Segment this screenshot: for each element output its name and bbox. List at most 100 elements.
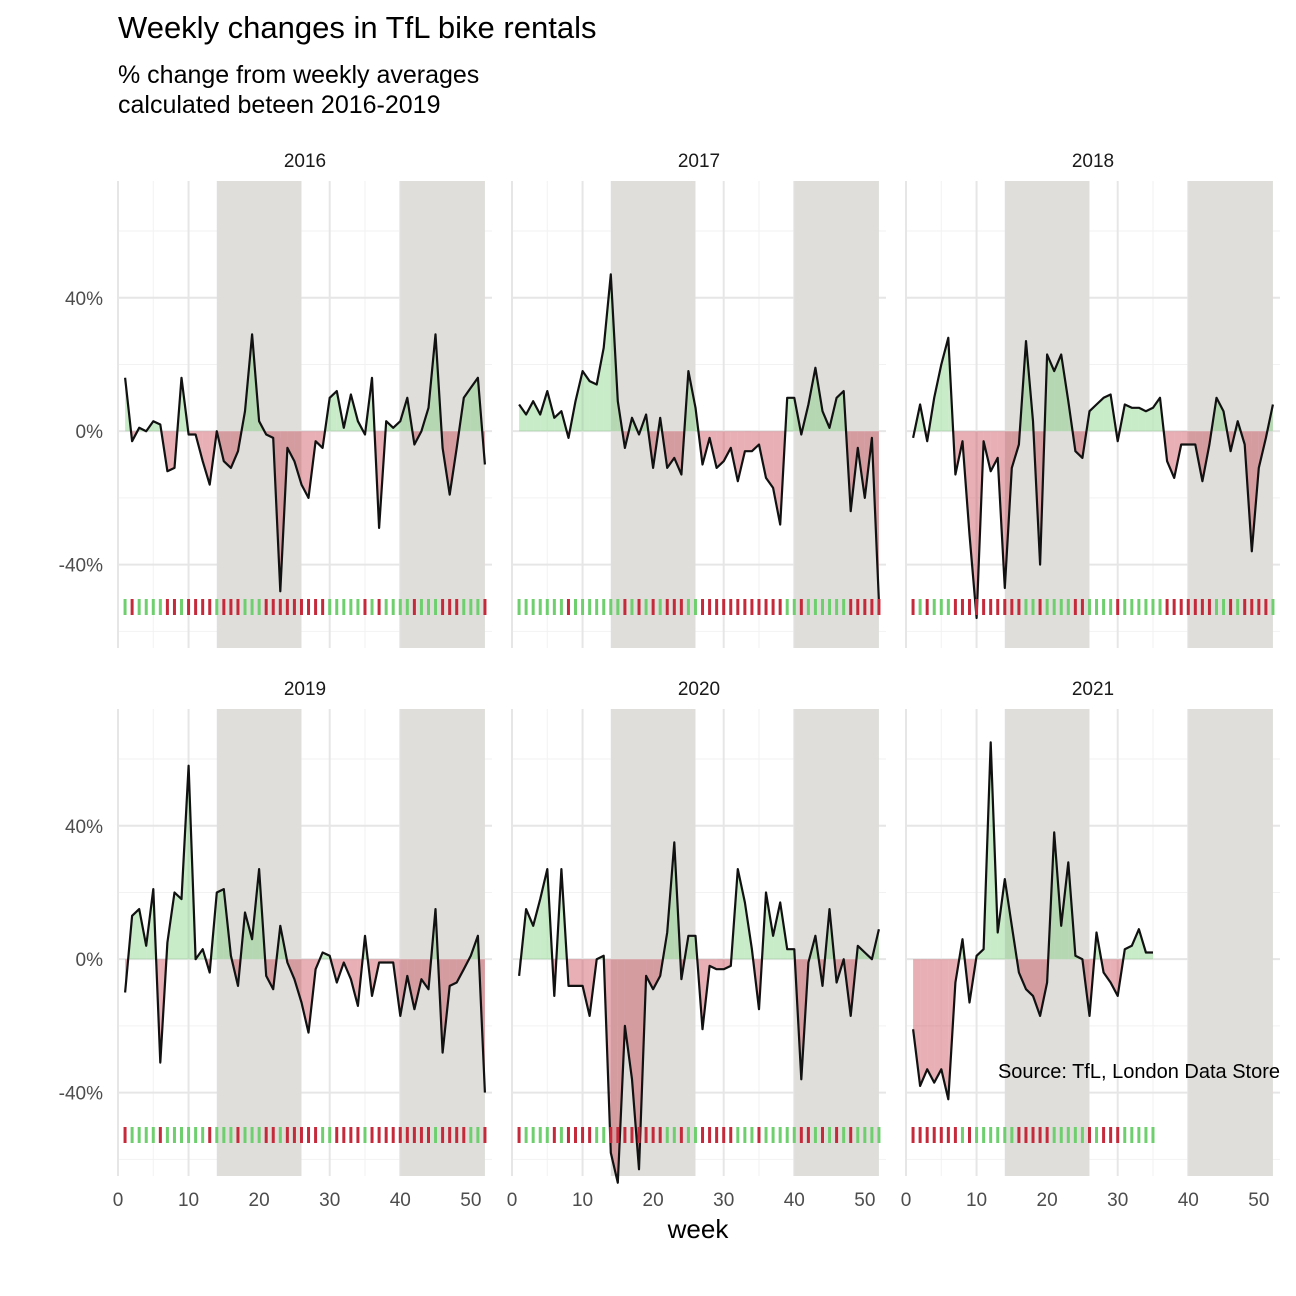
area-negative bbox=[716, 959, 724, 970]
x-tick-label: 10 bbox=[572, 1190, 593, 1211]
source-caption: Source: TfL, London Data Store bbox=[997, 1061, 1280, 1083]
y-tick-label: 0% bbox=[76, 422, 104, 443]
area-positive bbox=[1054, 354, 1062, 432]
area-negative bbox=[287, 431, 295, 462]
area-positive bbox=[737, 869, 745, 960]
series-line-2018 bbox=[912, 336, 1274, 620]
x-tick-label: 0 bbox=[113, 1190, 124, 1211]
area-negative bbox=[766, 431, 774, 488]
area-positive bbox=[589, 381, 597, 432]
shaded-band bbox=[794, 181, 879, 648]
shaded-band bbox=[400, 709, 485, 1176]
shaded-band bbox=[1004, 709, 1090, 1176]
area-negative bbox=[582, 959, 590, 1016]
x-tick-label: 30 bbox=[319, 1190, 340, 1211]
y-tick-label: -40% bbox=[59, 556, 103, 577]
area-negative bbox=[969, 431, 977, 618]
area-negative bbox=[456, 959, 464, 983]
area-negative bbox=[266, 959, 274, 990]
shaded-band bbox=[400, 181, 485, 648]
area-positive bbox=[216, 889, 224, 960]
area-positive bbox=[857, 945, 865, 960]
area-positive bbox=[533, 899, 541, 960]
area-positive bbox=[1096, 397, 1104, 432]
area-positive bbox=[245, 912, 253, 960]
area-negative bbox=[301, 959, 309, 1033]
area-positive bbox=[463, 387, 471, 432]
area-negative bbox=[674, 431, 682, 475]
area-negative bbox=[294, 959, 302, 1003]
area-positive bbox=[787, 397, 795, 432]
area-positive bbox=[533, 401, 541, 432]
area-positive bbox=[526, 401, 534, 432]
area-positive bbox=[519, 404, 527, 432]
subtitle-line-2: calculated beteen 2016-2019 bbox=[118, 91, 441, 119]
area-negative bbox=[1018, 959, 1026, 990]
area-negative bbox=[913, 959, 921, 1086]
x-tick-label: 50 bbox=[1248, 1190, 1269, 1211]
area-negative bbox=[927, 959, 935, 1083]
area-positive bbox=[1138, 407, 1146, 432]
x-tick-label: 20 bbox=[1037, 1190, 1058, 1211]
shaded-band bbox=[610, 181, 696, 648]
chart-title: Weekly changes in TfL bike rentals bbox=[118, 10, 597, 45]
area-negative bbox=[350, 959, 358, 1006]
area-negative bbox=[414, 959, 422, 1010]
area-negative bbox=[773, 431, 781, 525]
area-positive bbox=[1124, 404, 1132, 432]
area-negative bbox=[230, 431, 238, 468]
x-tick-label: 10 bbox=[966, 1190, 987, 1211]
area-positive bbox=[1089, 404, 1097, 432]
area-positive bbox=[808, 367, 816, 432]
x-tick-label: 40 bbox=[390, 1190, 411, 1211]
series-line-2017 bbox=[518, 273, 880, 602]
area-positive bbox=[174, 892, 182, 960]
area-negative bbox=[1110, 959, 1118, 996]
area-positive bbox=[1103, 394, 1111, 432]
series-line-2021 bbox=[912, 741, 1153, 1101]
area-negative bbox=[934, 959, 942, 1083]
facet-label-2016: 2016 bbox=[284, 151, 326, 172]
x-tick-label: 30 bbox=[1107, 1190, 1128, 1211]
chart-subtitle: % change from weekly averages calculated… bbox=[118, 60, 479, 120]
area-positive bbox=[603, 274, 611, 432]
area-negative bbox=[920, 959, 928, 1086]
area-positive bbox=[1131, 407, 1139, 432]
area-negative bbox=[315, 431, 323, 448]
x-tick-label: 40 bbox=[784, 1190, 805, 1211]
facet-label-2019: 2019 bbox=[284, 679, 326, 700]
x-tick-label: 30 bbox=[713, 1190, 734, 1211]
area-negative bbox=[751, 431, 759, 452]
shaded-band bbox=[1004, 181, 1090, 648]
y-tick-label: -40% bbox=[59, 1084, 103, 1105]
shaded-band bbox=[216, 709, 302, 1176]
area-negative bbox=[202, 431, 210, 485]
area-negative bbox=[1075, 431, 1083, 458]
area-positive bbox=[596, 347, 604, 432]
series-line-2016 bbox=[124, 333, 486, 593]
x-tick-label: 20 bbox=[643, 1190, 664, 1211]
area-positive bbox=[787, 949, 795, 960]
area-positive bbox=[470, 377, 478, 432]
area-negative bbox=[632, 959, 639, 1170]
area-negative bbox=[575, 959, 583, 986]
area-negative bbox=[610, 959, 618, 1183]
area-positive bbox=[688, 371, 696, 432]
y-tick-label: 40% bbox=[65, 817, 103, 838]
area-negative bbox=[624, 959, 632, 1080]
x-tick-label: 40 bbox=[1178, 1190, 1199, 1211]
area-negative bbox=[1040, 959, 1048, 1016]
x-tick-label: 10 bbox=[178, 1190, 199, 1211]
area-negative bbox=[167, 431, 175, 472]
facet-label-2021: 2021 bbox=[1072, 679, 1114, 700]
area-negative bbox=[744, 431, 752, 452]
x-tick-label: 50 bbox=[460, 1190, 481, 1211]
area-negative bbox=[294, 431, 302, 485]
area-negative bbox=[1026, 959, 1033, 996]
x-tick-label: 20 bbox=[249, 1190, 270, 1211]
area-negative bbox=[1167, 431, 1175, 478]
area-positive bbox=[329, 391, 337, 432]
area-negative bbox=[1033, 959, 1041, 1016]
area-negative bbox=[646, 959, 654, 990]
